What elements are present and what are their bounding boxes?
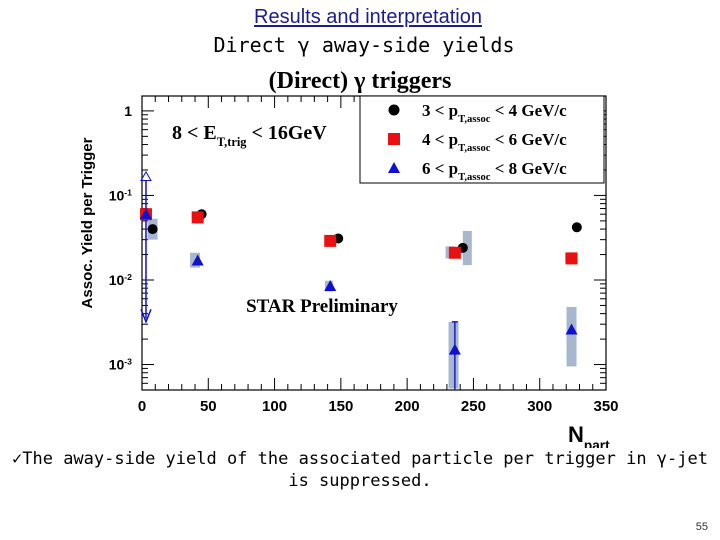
bullet-text: The away-side yield of the associated pa… bbox=[22, 449, 708, 491]
x-tick-label: 150 bbox=[328, 398, 353, 415]
slide-subtitle: Direct γ away-side yields bbox=[213, 33, 515, 57]
data-point-triangle bbox=[139, 208, 152, 220]
data-point-square bbox=[324, 234, 337, 247]
legend-marker-square bbox=[388, 133, 400, 145]
lower-limit-arrow bbox=[140, 309, 152, 324]
x-tick-label: 0 bbox=[138, 398, 146, 415]
x-axis-title: Npart bbox=[568, 422, 610, 448]
systematic-error-band bbox=[566, 306, 577, 367]
yield-chart: 1 10-1 10-2 10-3 0 50 100 150 200 250 300 350 Assoc.… bbox=[79, 68, 619, 448]
conclusion-bullet: ✓The away-side yield of the associated p… bbox=[0, 448, 720, 492]
data-point-circle bbox=[147, 224, 158, 235]
data-point-triangle bbox=[448, 343, 461, 355]
y-tick-label: 10-1 bbox=[109, 187, 132, 203]
data-point-square bbox=[191, 211, 204, 224]
preliminary-label: STAR Preliminary bbox=[246, 296, 398, 317]
legend-box bbox=[359, 95, 605, 184]
chart-title: (Direct) γ triggers bbox=[269, 68, 452, 94]
x-tick-label: 50 bbox=[200, 398, 217, 415]
data-point-square bbox=[565, 252, 578, 265]
data-point-triangle bbox=[191, 254, 204, 266]
x-tick-label: 300 bbox=[527, 398, 552, 415]
x-tick-label: 200 bbox=[395, 398, 420, 415]
x-tick-label: 250 bbox=[461, 398, 486, 415]
legend-entry: 3 < pT,assoc < 4 GeV/c bbox=[422, 101, 567, 125]
y-axis-title: Assoc. Yield per Trigger bbox=[79, 137, 96, 308]
legend-entry: 4 < pT,assoc < 6 GeV/c bbox=[422, 130, 567, 154]
checkmark-icon: ✓ bbox=[12, 449, 23, 469]
data-point-triangle bbox=[565, 323, 578, 335]
slide-title: Results and interpretation bbox=[254, 6, 482, 28]
y-tick-label: 10-3 bbox=[109, 357, 132, 373]
legend-entry: 6 < pT,assoc < 8 GeV/c bbox=[422, 159, 567, 183]
y-tick-label: 1 bbox=[124, 103, 132, 119]
x-tick-label: 100 bbox=[262, 398, 287, 415]
legend-marker-circle bbox=[388, 104, 400, 116]
y-tick-label: 10-2 bbox=[109, 272, 132, 288]
data-point-circle bbox=[571, 222, 582, 233]
page-number: 55 bbox=[695, 521, 708, 533]
systematic-error-band bbox=[448, 321, 459, 389]
x-tick-label: 350 bbox=[593, 398, 618, 415]
legend-marker-triangle bbox=[388, 162, 400, 173]
data-point-triangle bbox=[324, 279, 337, 291]
trigger-cut-label: 8 < ET,trig < 16GeV bbox=[172, 122, 327, 149]
data-point-square bbox=[448, 246, 461, 259]
